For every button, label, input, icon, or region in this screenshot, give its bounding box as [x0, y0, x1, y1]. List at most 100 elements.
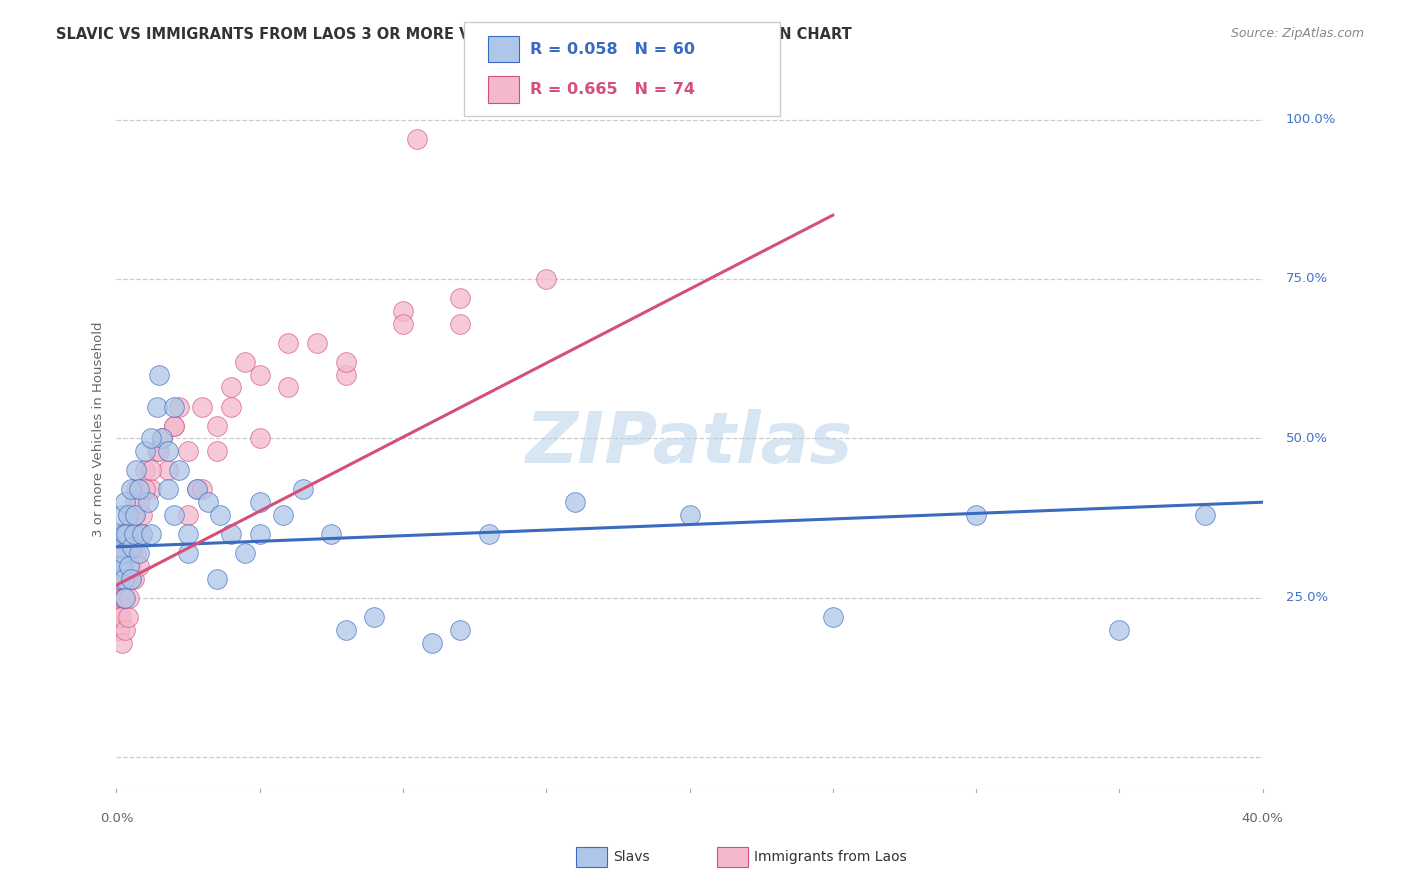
Point [128, 527, 150, 541]
Point [392, 304, 415, 318]
Point [131, 527, 153, 541]
Point [449, 623, 471, 637]
Point [122, 527, 145, 541]
Point [114, 623, 136, 637]
Point [163, 418, 186, 433]
Point [108, 623, 131, 637]
Point [128, 546, 150, 560]
Text: 75.0%: 75.0% [1285, 272, 1327, 285]
Point [122, 527, 145, 541]
Point [235, 355, 257, 369]
Point [136, 495, 159, 509]
Point [321, 527, 343, 541]
Point [134, 483, 156, 497]
Point [125, 546, 148, 560]
Point [131, 508, 153, 522]
Point [118, 572, 141, 586]
Point [110, 591, 132, 605]
Point [115, 527, 138, 541]
Point [114, 495, 136, 509]
Point [139, 432, 162, 446]
Point [107, 559, 129, 574]
Text: 40.0%: 40.0% [1241, 812, 1284, 824]
Point [157, 463, 180, 477]
Point [120, 508, 142, 522]
Point [335, 623, 357, 637]
Point [108, 610, 131, 624]
Point [291, 483, 314, 497]
Point [186, 483, 208, 497]
Point [163, 400, 186, 414]
Point [118, 591, 141, 605]
Point [117, 527, 139, 541]
Point [112, 591, 135, 605]
Point [112, 559, 135, 574]
Point [271, 508, 294, 522]
Point [363, 610, 385, 624]
Point [150, 432, 173, 446]
Point [148, 444, 170, 458]
Point [157, 483, 180, 497]
Point [249, 527, 271, 541]
Point [169, 463, 191, 477]
Point [114, 572, 136, 586]
Point [249, 368, 271, 382]
Point [124, 495, 146, 509]
Text: R = 0.058   N = 60: R = 0.058 N = 60 [530, 42, 695, 56]
Text: 0.0%: 0.0% [100, 812, 134, 824]
Point [128, 559, 150, 574]
Point [205, 572, 228, 586]
Point [111, 546, 134, 560]
Point [335, 368, 357, 382]
Point [145, 400, 167, 414]
Point [277, 335, 299, 350]
Point [110, 572, 132, 586]
Point [120, 559, 142, 574]
Point [125, 463, 148, 477]
Point [120, 572, 142, 586]
Point [115, 559, 138, 574]
Point [110, 540, 132, 554]
Point [120, 572, 142, 586]
Point [114, 546, 136, 560]
Point [406, 131, 429, 145]
Point [121, 546, 143, 560]
Text: Immigrants from Laos: Immigrants from Laos [754, 850, 907, 864]
Text: ZIPatlas: ZIPatlas [526, 409, 853, 478]
Point [139, 483, 162, 497]
Point [111, 559, 134, 574]
Point [125, 483, 148, 497]
Point [186, 483, 208, 497]
Point [420, 635, 443, 649]
Point [114, 591, 136, 605]
Point [107, 572, 129, 586]
Point [111, 508, 134, 522]
Text: Source: ZipAtlas.com: Source: ZipAtlas.com [1230, 27, 1364, 40]
Text: SLAVIC VS IMMIGRANTS FROM LAOS 3 OR MORE VEHICLES IN HOUSEHOLD CORRELATION CHART: SLAVIC VS IMMIGRANTS FROM LAOS 3 OR MORE… [56, 27, 852, 42]
Point [114, 591, 136, 605]
Point [277, 380, 299, 394]
Point [122, 572, 145, 586]
Point [219, 380, 242, 394]
Point [678, 508, 700, 522]
Point [117, 546, 139, 560]
Point [177, 546, 200, 560]
Point [150, 432, 173, 446]
Point [111, 546, 134, 560]
Point [131, 527, 153, 541]
Point [110, 559, 132, 574]
Point [191, 400, 214, 414]
Point [139, 527, 162, 541]
Text: 50.0%: 50.0% [1285, 432, 1327, 445]
Point [235, 546, 257, 560]
Point [163, 418, 186, 433]
Point [108, 572, 131, 586]
Point [163, 508, 186, 522]
Point [128, 483, 150, 497]
Point [205, 418, 228, 433]
Point [120, 483, 142, 497]
Point [177, 444, 200, 458]
Point [148, 368, 170, 382]
Point [114, 527, 136, 541]
Point [117, 610, 139, 624]
